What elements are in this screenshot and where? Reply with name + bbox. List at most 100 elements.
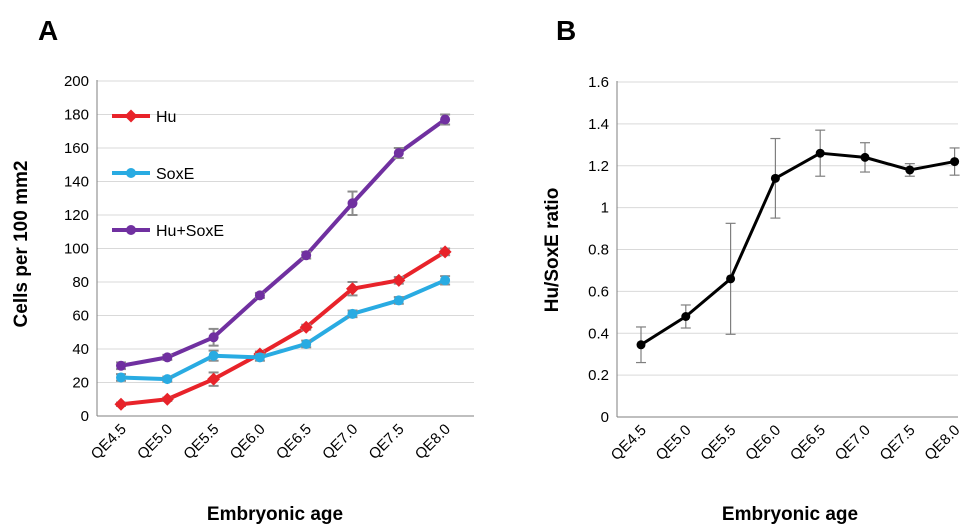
y-tick-label: 120 [64,207,89,224]
data-point-marker [392,273,406,287]
x-tick-label: QE6.5 [273,421,315,463]
panel-a-axes [96,80,474,417]
data-point-marker [440,275,451,286]
legend-label: Hu+SoxE [156,223,224,240]
y-tick-label: 0.2 [588,367,609,384]
data-point-marker [770,173,780,183]
x-tick-label: QE5.5 [697,422,739,464]
series-line [120,117,447,368]
legend-item: SoxE [112,166,194,183]
data-point-marker [950,157,960,167]
x-tick-label: QE6.5 [787,422,829,464]
legend-label: Hu [156,109,176,126]
data-point-marker [208,350,219,361]
y-tick-label: 200 [64,73,89,90]
data-point-marker [815,148,825,158]
data-point-marker [636,340,646,350]
panel-a-series [114,113,452,411]
data-point-marker [207,372,221,386]
series-line [120,250,447,407]
x-tick-label: QE4.5 [608,422,650,464]
data-point-marker [438,245,452,259]
data-point-marker [160,392,174,406]
series-hu-soxe [116,113,451,371]
panel-b-gridlines [617,81,958,376]
data-point-marker [162,352,173,363]
x-tick-label: QE6.0 [227,421,269,463]
x-tick-label: QE7.5 [366,421,408,463]
y-tick-label: 100 [64,241,89,258]
data-point-marker [301,338,312,349]
panel-a-x-axis-title: Embryonic age [207,504,343,524]
y-tick-label: 1.6 [588,74,609,91]
data-point-marker [116,360,126,371]
data-point-marker [299,320,313,334]
series-ratio [636,129,960,364]
panel-a-letter: A [38,15,58,46]
data-point-marker [681,312,691,321]
panel-b-y-ticks: 0 0.2 0.4 0.6 0.8 1 1.2 1.4 1.6 [588,74,609,426]
data-point-marker [116,372,126,383]
panel-a-gridlines [97,80,474,383]
y-tick-label: 160 [64,140,89,157]
y-tick-label: 0.6 [588,283,609,300]
data-point-marker [346,282,359,296]
x-tick-label: QE5.5 [180,421,222,463]
series-line [640,151,955,347]
panel-b-y-axis-title: Hu/SoxE ratio [542,188,563,313]
series-line [120,278,446,382]
x-tick-label: QE6.0 [742,422,784,464]
x-tick-label: QE8.0 [412,421,454,463]
data-point-marker [393,148,404,159]
legend-swatch-marker [126,225,136,235]
data-point-marker [114,397,128,411]
y-tick-label: 60 [72,308,89,325]
data-point-marker [254,352,265,363]
x-tick-label: QE5.0 [134,421,176,463]
y-tick-label: 1.4 [588,116,609,133]
x-tick-label: QE7.0 [832,422,874,464]
series-hu [114,245,452,411]
panel-b-series [636,129,960,364]
y-tick-label: 40 [72,341,89,358]
panel-a-legend: Hu SoxE Hu+SoxE [112,109,224,240]
data-point-marker [440,114,451,125]
x-tick-label: QE7.0 [319,421,361,463]
y-tick-label: 20 [72,375,89,392]
legend-item: Hu [112,109,176,126]
data-point-marker [347,308,358,319]
data-point-marker [162,374,173,385]
y-tick-label: 180 [64,107,89,124]
series-soxe [116,275,451,385]
panel-b-letter: B [556,15,576,46]
data-point-marker [393,295,404,306]
x-tick-label: QE4.5 [88,421,130,463]
y-tick-label: 140 [64,174,89,191]
data-point-marker [254,290,265,301]
x-tick-label: QE8.0 [921,422,963,464]
data-point-marker [860,152,870,162]
panel-b-x-ticks: QE4.5 QE5.0 QE5.5 QE6.0 QE6.5 QE7.0 QE7.5 QE8.0 [608,422,964,464]
legend-swatch-marker [124,109,138,123]
y-tick-label: 0.4 [588,325,609,342]
panel-b-x-axis-title: Embryonic age [722,504,858,524]
y-tick-label: 1 [601,200,609,217]
panel-a-y-axis-title: Cells per 100 mm2 [11,161,32,328]
legend-item: Hu+SoxE [112,223,224,240]
y-tick-label: 1.2 [588,158,609,175]
panel-b-axes [616,81,958,418]
data-point-marker [208,332,219,343]
y-tick-label: 80 [72,274,89,291]
y-tick-label: 0 [81,408,89,425]
x-tick-label: QE7.5 [877,422,919,464]
panel-a-y-ticks: 0 20 40 60 80 100 120 140 160 180 200 [64,73,89,425]
data-point-marker [347,198,358,209]
y-tick-label: 0 [601,409,609,426]
data-point-marker [905,165,915,175]
legend-label: SoxE [156,166,194,183]
x-tick-label: QE5.0 [653,422,695,464]
panel-a-x-ticks: QE4.5 QE5.0 QE5.5 QE6.0 QE6.5 QE7.0 QE7.5 QE8.0 [88,421,454,463]
data-point-marker [726,274,736,284]
legend-swatch-marker [126,168,136,178]
